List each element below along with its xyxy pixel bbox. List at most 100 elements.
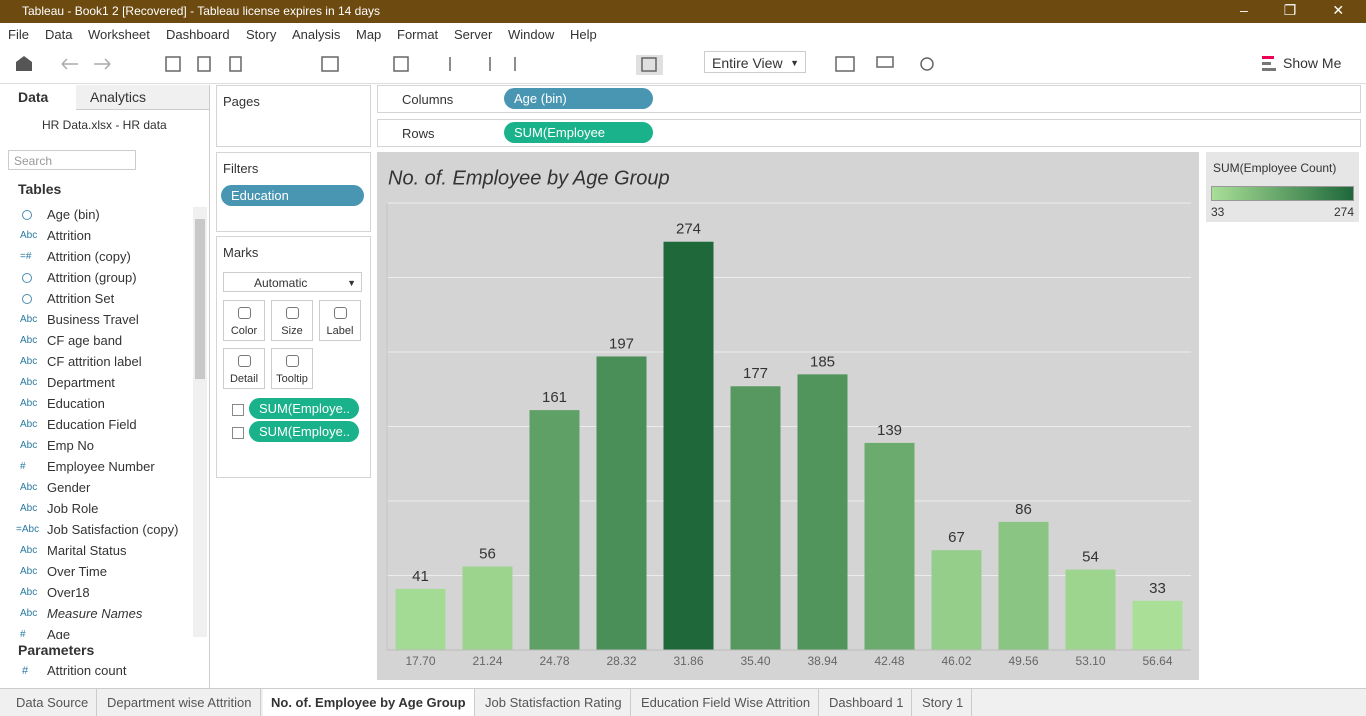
columns-shelf: Columns Age (bin) xyxy=(377,85,1361,113)
field-name[interactable]: Gender xyxy=(47,480,91,495)
field-name[interactable]: Attrition (copy) xyxy=(47,249,131,264)
menu-item[interactable]: Map xyxy=(356,27,382,42)
field-icon: Abc xyxy=(20,377,38,388)
field-name[interactable]: Marital Status xyxy=(47,543,127,558)
pill-icon xyxy=(232,404,244,416)
field-icon: Abc xyxy=(20,440,38,451)
menu-item[interactable]: Data xyxy=(45,27,73,42)
bar xyxy=(1132,600,1183,650)
value-label: 86 xyxy=(1015,501,1032,518)
field-icon: Abc xyxy=(20,503,38,514)
menu-item[interactable]: Story xyxy=(246,27,277,42)
mark-card[interactable]: Size xyxy=(271,300,313,341)
rows-label: Rows xyxy=(402,126,435,141)
field-name[interactable]: Age (bin) xyxy=(47,207,100,222)
x-tick-label: 49.56 xyxy=(1008,654,1038,668)
mark-card-glyph xyxy=(238,307,251,319)
field-name[interactable]: Business Travel xyxy=(47,312,139,327)
menu-item[interactable]: Worksheet xyxy=(88,27,150,42)
toolbar-icons[interactable] xyxy=(0,45,700,83)
field-icon: Abc xyxy=(20,566,38,577)
field-icon: Abc xyxy=(20,230,38,241)
mark-card[interactable]: Color xyxy=(223,300,265,341)
columns-pill[interactable]: Age (bin) xyxy=(504,88,653,109)
mark-pill[interactable]: SUM(Employe.. xyxy=(249,398,359,419)
sheet-tab[interactable]: Data Source xyxy=(8,689,98,716)
menu-item[interactable]: Window xyxy=(508,27,555,42)
mark-pill[interactable]: SUM(Employe.. xyxy=(249,421,359,442)
bar xyxy=(998,521,1049,650)
mark-card-label: Tooltip xyxy=(276,373,308,385)
data-pane: Data Analytics HR Data.xlsx - HR data Se… xyxy=(0,85,210,688)
field-name[interactable]: Measure Names xyxy=(47,606,143,621)
view-select[interactable]: Entire View ▼ xyxy=(704,51,806,73)
field-name[interactable]: Job Satisfaction (copy) xyxy=(47,522,179,537)
field-name[interactable]: Employee Number xyxy=(47,459,155,474)
field-list: Age (bin) Abc Attrition =# Attrition (copy) A… xyxy=(0,201,192,639)
field-name[interactable]: Education Field xyxy=(47,417,137,432)
field-name[interactable]: Department xyxy=(47,375,115,390)
tables-heading: Tables xyxy=(18,181,62,197)
tab-data[interactable]: Data xyxy=(18,89,49,105)
legend-title: SUM(Employee Count) xyxy=(1213,161,1337,175)
value-label: 139 xyxy=(877,422,902,439)
mark-type-label: Automatic xyxy=(254,276,308,290)
field-name[interactable]: Attrition Set xyxy=(47,291,115,306)
chart-title: No. of. Employee by Age Group xyxy=(388,167,670,189)
field-name[interactable]: Job Role xyxy=(47,501,99,516)
field-name[interactable]: Emp No xyxy=(47,438,94,453)
field-icon: Abc xyxy=(20,482,38,493)
x-tick-label: 21.24 xyxy=(472,654,502,668)
field-icon: =Abc xyxy=(16,524,40,535)
title-bar: Tableau - Book1 2 [Recovered] - Tableau … xyxy=(0,0,1366,23)
menu-item[interactable]: File xyxy=(8,27,29,42)
chart: No. of. Employee by Age Group 41 17.70 56 2… xyxy=(377,152,1199,680)
value-label: 54 xyxy=(1082,549,1099,566)
mark-card-label: Color xyxy=(230,325,258,337)
bar xyxy=(462,566,513,650)
sheet-tab[interactable]: Story 1 xyxy=(914,689,973,716)
field-icon: # xyxy=(20,629,26,639)
parameter[interactable]: Attrition count xyxy=(47,663,127,678)
mark-type[interactable]: Automatic ▼ xyxy=(223,272,362,292)
field-name[interactable]: CF age band xyxy=(47,333,123,348)
field-name[interactable]: Attrition (group) xyxy=(47,270,137,285)
menu-item[interactable]: Analysis xyxy=(292,27,341,42)
rows-pill[interactable]: SUM(Employee Coun.. xyxy=(504,122,653,143)
mark-card[interactable]: Tooltip xyxy=(271,348,313,389)
field-glyph xyxy=(22,273,32,283)
field-name[interactable]: Attrition xyxy=(47,228,92,243)
toolbar-icons-2[interactable] xyxy=(830,45,950,83)
legend-max: 274 xyxy=(1333,205,1354,219)
menu-item[interactable]: Format xyxy=(397,27,439,42)
sheet-tab[interactable]: Department wise Attrition xyxy=(99,689,261,716)
filter-pill[interactable]: Education xyxy=(221,185,364,206)
marks-card: Marks Automatic ▼ Color Size Label Detail Too… xyxy=(216,236,371,478)
window-title: Tableau - Book1 2 [Recovered] - Tableau … xyxy=(22,4,380,18)
data-source[interactable]: HR Data.xlsx - HR data xyxy=(42,118,167,132)
field-name[interactable]: CF attrition label xyxy=(47,354,142,369)
sheet-tab[interactable]: Dashboard 1 xyxy=(821,689,913,716)
field-name[interactable]: Age xyxy=(47,627,71,639)
field-name[interactable]: Over Time xyxy=(47,564,107,579)
menu-item[interactable]: Dashboard xyxy=(166,27,230,42)
menu-bar: File Data Worksheet Dashboard Story Analysis M… xyxy=(0,23,1366,45)
field-name[interactable]: Over18 xyxy=(47,585,90,600)
sheet-tab[interactable]: Education Field Wise Attrition xyxy=(633,689,820,716)
pill-icon xyxy=(232,427,244,439)
sheet-tab[interactable]: No. of. Employee by Age Group xyxy=(263,689,475,716)
sheet-tab[interactable]: Job Statisfaction Rating xyxy=(477,689,631,716)
tab-analytics[interactable]: Analytics xyxy=(76,85,209,110)
mark-card[interactable]: Detail xyxy=(223,348,265,389)
menu-item[interactable]: Server xyxy=(454,27,493,42)
mark-card[interactable]: Label xyxy=(319,300,361,341)
mark-card-glyph xyxy=(334,307,347,319)
value-label: 56 xyxy=(479,546,496,563)
search-box[interactable]: Search xyxy=(8,150,136,170)
field-name[interactable]: Education xyxy=(47,396,105,411)
menu-item[interactable]: Help xyxy=(570,27,597,42)
window-controls[interactable]: –❐✕ xyxy=(1240,2,1344,18)
show-me[interactable]: Show Me xyxy=(1283,55,1342,71)
mark-card-glyph xyxy=(238,355,251,367)
